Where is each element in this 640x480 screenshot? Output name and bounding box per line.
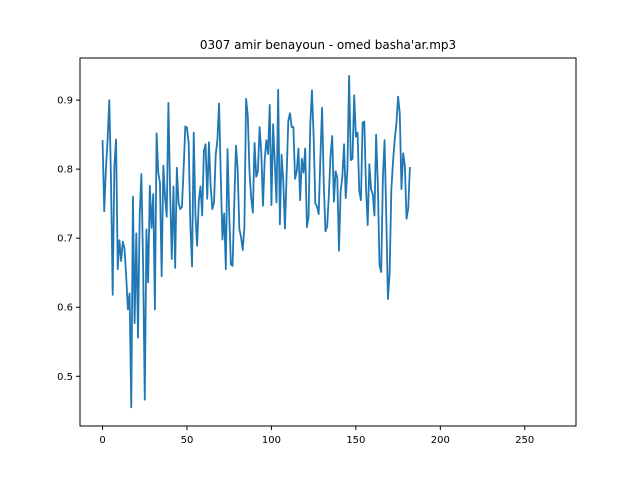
- x-tick-label: 150: [346, 435, 365, 446]
- axes-frame: [79, 57, 577, 427]
- y-tick-label: 0.6: [57, 303, 73, 314]
- x-tick-label: 200: [431, 435, 450, 446]
- y-tick-label: 0.9: [57, 96, 73, 107]
- x-tick-label: 250: [515, 435, 534, 446]
- y-tick-label: 0.7: [57, 234, 73, 245]
- chart-title: 0307 amir benayoun - omed basha'ar.mp3: [200, 38, 456, 52]
- series-line-0: [101, 75, 411, 409]
- x-tick-label: 0: [99, 435, 105, 446]
- y-axis: 0.5 0.6 0.7 0.8 0.9: [57, 96, 80, 383]
- y-tick-label: 0.5: [57, 372, 73, 383]
- x-tick-label: 100: [262, 435, 281, 446]
- plot-area: [101, 75, 411, 409]
- x-tick-label: 50: [181, 435, 194, 446]
- y-tick-label: 0.8: [57, 165, 73, 176]
- x-axis: 0 50 100 150 200 250: [99, 426, 534, 446]
